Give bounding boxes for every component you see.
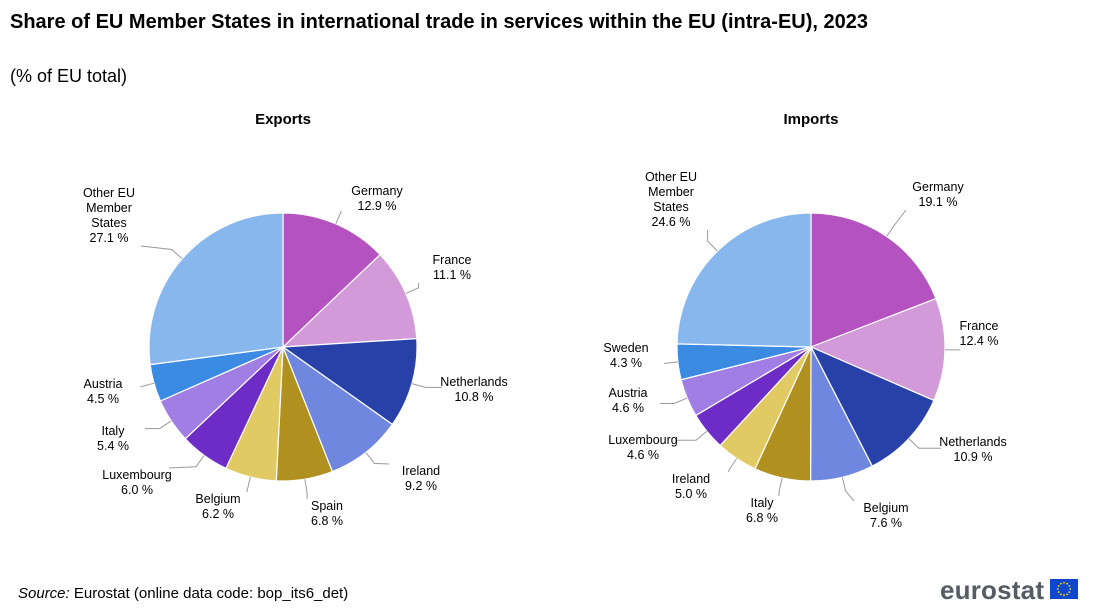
pie-slice-ireland	[281, 345, 394, 473]
slice-label-italy: Italy 5.4 %	[97, 424, 129, 453]
slice-label-france: France 11.1 %	[433, 253, 472, 282]
chart-subtitle: (% of EU total)	[10, 66, 128, 86]
slice-label-belgium: Belgium 6.2 %	[195, 492, 240, 521]
leader-line	[168, 455, 205, 469]
slice-label-france: France 12.4 %	[960, 319, 999, 348]
slice-label-netherlands: Netherlands 10.9 %	[939, 435, 1006, 464]
pie-slice-germany	[810, 212, 937, 348]
leader-line	[411, 383, 442, 388]
slice-label-luxembourg: Luxembourg 6.0 %	[102, 468, 172, 497]
source-label: Source:	[18, 585, 70, 602]
leader-line	[140, 245, 183, 260]
slice-label-italy: Italy 6.8 %	[746, 496, 778, 525]
pie-chart-imports: Imports Germany 19.1 % France 12.4 % Netherla…	[603, 111, 1006, 530]
slice-label-ireland: Ireland 9.2 %	[402, 464, 440, 493]
leader-line	[335, 210, 342, 225]
leader-line	[778, 477, 783, 496]
leader-line	[246, 476, 251, 492]
leader-line	[944, 349, 960, 351]
leader-line	[908, 438, 941, 449]
pie-slice-netherlands	[809, 345, 935, 467]
leader-line	[663, 361, 678, 364]
pie-slice-other-eu-member-states	[148, 212, 284, 366]
eu-flag-icon	[1050, 579, 1078, 599]
slice-label-ireland: Ireland 5.0 %	[672, 472, 710, 501]
slice-label-germany: Germany 12.9 %	[351, 184, 403, 213]
source-note: Source: Eurostat (online data code: bop_…	[18, 585, 348, 602]
pie-charts: Exports Germany 12.9 % France 11.1 % Netherla…	[83, 111, 1007, 530]
eurostat-logo: eurostat	[940, 576, 1080, 604]
leader-line	[675, 430, 708, 441]
slice-label-spain: Spain 6.8 %	[311, 499, 343, 528]
leader-line	[841, 477, 855, 502]
brand-wordmark: eurostat	[940, 575, 1045, 605]
slice-label-other-eu-member-states: Other EU Member States 24.6 %	[645, 170, 697, 229]
pie-slice-france	[809, 297, 946, 402]
leader-line	[140, 382, 155, 388]
leader-line	[728, 458, 738, 472]
source-text: Eurostat (online data code: bop_its6_det…	[69, 585, 349, 602]
leader-line	[304, 479, 308, 499]
slice-label-netherlands: Netherlands 10.8 %	[440, 375, 507, 404]
slice-label-sweden: Sweden 4.3 %	[603, 341, 648, 370]
leader-line	[886, 209, 907, 237]
slice-label-germany: Germany 19.1 %	[912, 180, 964, 209]
slice-label-austria: Austria 4.6 %	[609, 386, 648, 415]
pie-title: Exports	[255, 111, 311, 128]
leader-line	[707, 230, 718, 252]
slice-label-belgium: Belgium 7.6 %	[863, 501, 908, 530]
pie-title: Imports	[783, 111, 838, 128]
leader-line	[405, 283, 420, 294]
pie-slice-other-eu-member-states	[676, 212, 812, 348]
pie-chart-exports: Exports Germany 12.9 % France 11.1 % Netherla…	[83, 111, 508, 528]
slice-label-austria: Austria 4.5 %	[84, 377, 123, 406]
chart-title: Share of EU Member States in internation…	[10, 11, 868, 33]
leader-line	[145, 420, 172, 430]
leader-line	[365, 452, 390, 465]
slice-label-luxembourg: Luxembourg 4.6 %	[608, 433, 678, 462]
leader-line	[660, 397, 688, 404]
slice-label-other-eu-member-states: Other EU Member States 27.1 %	[83, 186, 135, 245]
